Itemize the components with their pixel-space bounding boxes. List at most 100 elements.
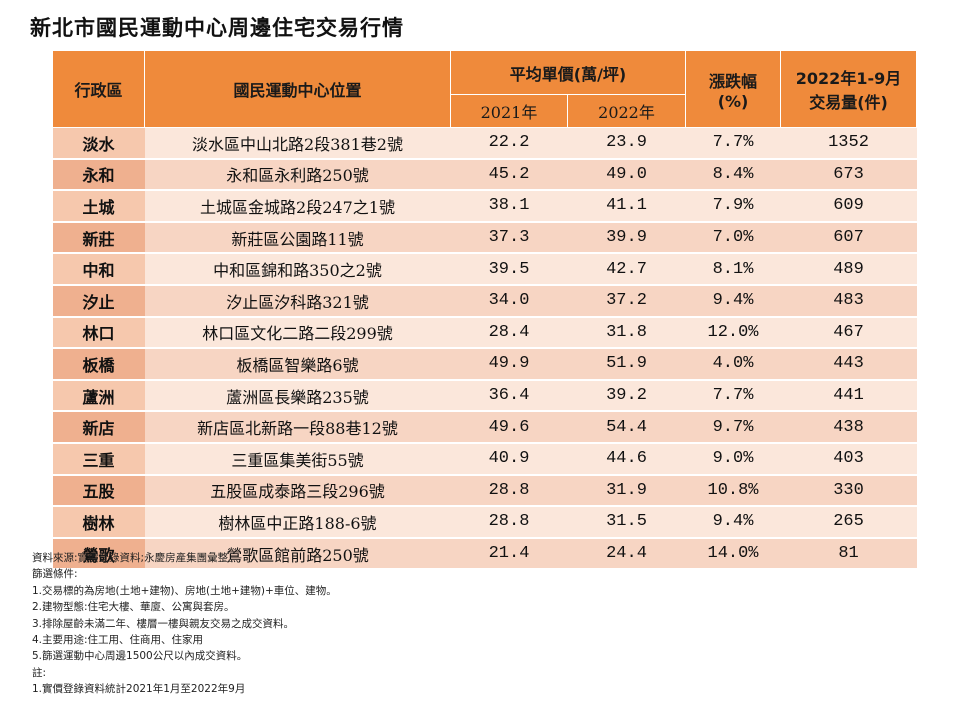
cell-location: 蘆洲區長樂路235號 [144, 379, 451, 413]
cell-price-2021: 22.2 [450, 127, 568, 160]
cell-location: 五股區成泰路三段296號 [144, 474, 451, 508]
header-change-label: 漲跌幅 [709, 71, 758, 91]
cell-price-2022: 51.9 [567, 348, 686, 381]
table-row: 淡水 淡水區中山北路2段381巷2號 22.2 23.9 7.7% 1352 [52, 127, 917, 160]
cell-price-2022: 31.8 [567, 316, 686, 350]
cell-price-2021: 28.8 [450, 474, 568, 508]
cell-volume: 483 [780, 284, 917, 318]
cell-price-2021: 40.9 [450, 442, 568, 476]
cell-location: 林口區文化二路二段299號 [144, 316, 451, 350]
cell-price-2021: 34.0 [450, 284, 568, 318]
cell-price-2022: 23.9 [567, 127, 686, 160]
note-line: 2.建物型態:住宅大樓、華廈、公寓與套房。 [32, 601, 235, 614]
cell-district: 新店 [52, 411, 145, 444]
source-notes: 資料來源:實價登錄資料;永慶房產集團彙整。 篩選條件: 1.交易標的為房地(土地+建… [32, 550, 337, 698]
cell-price-2021: 49.6 [450, 411, 568, 444]
cell-change: 9.0% [685, 442, 781, 476]
cell-location: 淡水區中山北路2段381巷2號 [144, 127, 451, 160]
header-year-2022: 2022年 [566, 94, 687, 128]
cell-district: 板橋 [52, 348, 145, 381]
cell-location: 土城區金城路2段247之1號 [144, 190, 451, 223]
table-body: 淡水 淡水區中山北路2段381巷2號 22.2 23.9 7.7% 1352 永和 永和區永利… [52, 127, 917, 571]
cell-location: 鶯歌區館前路250號 [144, 537, 451, 571]
cell-price-2022: 42.7 [567, 253, 686, 286]
cell-price-2021: 36.4 [450, 379, 568, 413]
cell-location: 中和區錦和路350之2號 [144, 253, 451, 286]
cell-change: 10.8% [685, 474, 781, 508]
cell-volume: 265 [780, 506, 917, 539]
cell-price-2021: 45.2 [450, 158, 568, 192]
cell-price-2022: 54.4 [567, 411, 686, 444]
cell-price-2021: 49.9 [450, 348, 568, 381]
table-row: 永和 永和區永利路250號 45.2 49.0 8.4% 673 [52, 158, 917, 192]
cell-price-2022: 31.9 [567, 474, 686, 508]
cell-price-2022: 41.1 [567, 190, 686, 223]
note-line: 1.實價登錄資料統計2021年1月至2022年9月 [32, 683, 246, 696]
cell-location: 新莊區公園路11號 [144, 221, 451, 255]
cell-change: 14.0% [685, 537, 781, 571]
header-volume-line2: 交易量(件) [809, 93, 888, 112]
cell-location: 新店區北新路一段88巷12號 [144, 411, 451, 444]
cell-change: 9.4% [685, 284, 781, 318]
header-location: 國民運動中心位置 [144, 50, 451, 128]
cell-location: 板橋區智樂路6號 [144, 348, 451, 381]
cell-price-2022: 37.2 [567, 284, 686, 318]
table-row: 土城 土城區金城路2段247之1號 38.1 41.1 7.9% 609 [52, 190, 917, 223]
table-row: 三重 三重區集美街55號 40.9 44.6 9.0% 403 [52, 442, 917, 476]
cell-price-2021: 39.5 [450, 253, 568, 286]
note-line: 1.交易標的為房地(土地+建物)、房地(土地+建物)+車位、建物。 [32, 584, 337, 597]
cell-price-2022: 39.2 [567, 379, 686, 413]
header-avg-price: 平均單價(萬/坪) [449, 50, 687, 95]
cell-volume: 330 [780, 474, 917, 508]
housing-price-table: 行政區 國民運動中心位置 平均單價(萬/坪) 漲跌幅 (%) 2022年1-9月… [52, 50, 918, 571]
cell-change: 8.1% [685, 253, 781, 286]
header-volume: 2022年1-9月 交易量(件) [780, 50, 918, 128]
cell-district: 樹林 [52, 506, 145, 539]
cell-district: 林口 [52, 316, 145, 350]
cell-district: 永和 [52, 158, 145, 192]
note-line: 篩選條件: [32, 568, 78, 581]
note-line: 註: [32, 666, 47, 679]
cell-location: 三重區集美街55號 [144, 442, 451, 476]
cell-district: 汐止 [52, 284, 145, 318]
table-row: 新莊 新莊區公園路11號 37.3 39.9 7.0% 607 [52, 221, 917, 255]
table-row: 樹林 樹林區中正路188-6號 28.8 31.5 9.4% 265 [52, 506, 917, 539]
table-row: 中和 中和區錦和路350之2號 39.5 42.7 8.1% 489 [52, 253, 917, 286]
cell-price-2021: 28.4 [450, 316, 568, 350]
note-line: 3.排除屋齡未滿二年、樓層一樓與親友交易之成交資料。 [32, 617, 295, 630]
note-line: 5.篩選運動中心周邊1500公尺以內成交資料。 [32, 650, 248, 663]
cell-volume: 441 [780, 379, 917, 413]
cell-price-2021: 37.3 [450, 221, 568, 255]
cell-change: 4.0% [685, 348, 781, 381]
header-change-unit: (%) [717, 91, 749, 111]
header-change: 漲跌幅 (%) [685, 50, 782, 128]
table-row: 蘆洲 蘆洲區長樂路235號 36.4 39.2 7.7% 441 [52, 379, 917, 413]
cell-volume: 467 [780, 316, 917, 350]
cell-district: 淡水 [52, 127, 145, 160]
table-row: 五股 五股區成泰路三段296號 28.8 31.9 10.8% 330 [52, 474, 917, 508]
table-row: 汐止 汐止區汐科路321號 34.0 37.2 9.4% 483 [52, 284, 917, 318]
cell-volume: 609 [780, 190, 917, 223]
cell-price-2021: 28.8 [450, 506, 568, 539]
note-line: 資料來源:實價登錄資料;永慶房產集團彙整。 [32, 552, 239, 564]
cell-volume: 607 [780, 221, 917, 255]
table-row: 新店 新店區北新路一段88巷12號 49.6 54.4 9.7% 438 [52, 411, 917, 444]
cell-location: 永和區永利路250號 [144, 158, 451, 192]
header-volume-line1: 2022年1-9月 [795, 69, 902, 88]
page-title: 新北市國民運動中心周邊住宅交易行情 [30, 16, 404, 40]
cell-volume: 673 [780, 158, 917, 192]
cell-price-2022: 44.6 [567, 442, 686, 476]
cell-district: 鶯歌 [52, 537, 145, 571]
cell-district: 三重 [52, 442, 145, 476]
cell-district: 土城 [52, 190, 145, 223]
cell-change: 9.7% [685, 411, 781, 444]
table-row: 林口 林口區文化二路二段299號 28.4 31.8 12.0% 467 [52, 316, 917, 350]
cell-district: 五股 [52, 474, 145, 508]
cell-price-2022: 24.4 [567, 537, 686, 571]
note-line: 4.主要用途:住工用、住商用、住家用 [32, 634, 204, 647]
cell-change: 7.0% [685, 221, 781, 255]
cell-district: 新莊 [52, 221, 145, 255]
cell-change: 7.7% [685, 127, 781, 160]
cell-change: 7.7% [685, 379, 781, 413]
cell-volume: 81 [780, 537, 917, 571]
